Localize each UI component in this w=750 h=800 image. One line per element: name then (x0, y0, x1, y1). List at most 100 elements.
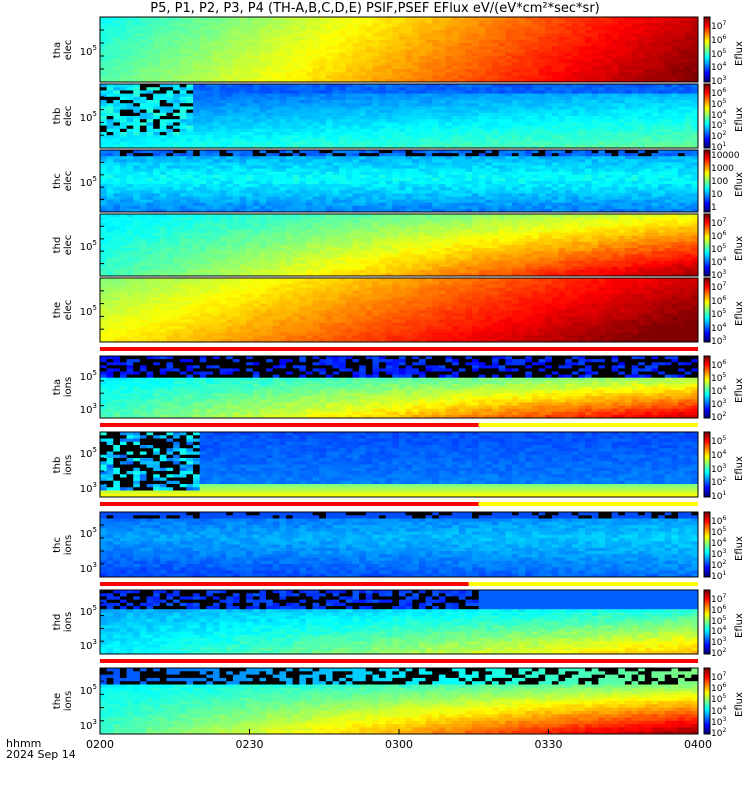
heatmap-cell (432, 46, 440, 50)
heatmap-cell (611, 62, 619, 67)
heatmap-cell (485, 72, 493, 76)
heatmap-cell (505, 205, 513, 210)
heatmap-cell (146, 17, 154, 21)
heatmap-cell (511, 96, 519, 101)
heatmap-cell (199, 199, 207, 204)
heatmap-cell (146, 205, 154, 210)
heatmap-cell (252, 75, 260, 80)
heatmap-cell (139, 128, 147, 133)
heatmap-cell (292, 153, 300, 157)
heatmap-cell (472, 174, 480, 179)
heatmap-cell (405, 122, 413, 126)
heatmap-cell (551, 46, 559, 50)
heatmap-cell (418, 75, 426, 80)
heatmap-cell (100, 196, 108, 200)
heatmap-cell (119, 165, 127, 169)
heatmap-cell (372, 208, 380, 213)
heatmap-cell (286, 119, 294, 123)
heatmap-cell (332, 20, 340, 24)
heatmap-cell (345, 138, 353, 142)
heatmap-cell (445, 30, 453, 34)
heatmap-cell (212, 159, 220, 163)
heatmap-cell (146, 39, 154, 44)
heatmap-cell (153, 30, 161, 34)
heatmap-cell (511, 184, 519, 188)
heatmap-cell (385, 135, 393, 139)
heatmap-cell (518, 144, 526, 149)
heatmap-cell (206, 165, 214, 169)
heatmap-cell (551, 87, 559, 91)
heatmap-cell (492, 125, 500, 130)
heatmap-cell (239, 62, 247, 67)
heatmap-cell (478, 208, 486, 213)
heatmap-cell (312, 122, 320, 126)
heatmap-cell (551, 39, 559, 44)
heatmap-cell (392, 49, 400, 54)
heatmap-cell (365, 153, 373, 157)
heatmap-cell (392, 26, 400, 31)
heatmap-cell (445, 69, 453, 73)
heatmap-cell (498, 138, 506, 142)
heatmap-cell (332, 132, 340, 136)
heatmap-cell (286, 196, 294, 200)
heatmap-cell (113, 168, 121, 173)
heatmap-cell (392, 144, 400, 149)
heatmap-cell (219, 30, 227, 34)
heatmap-cell (292, 36, 300, 41)
heatmap-cell (232, 132, 240, 136)
heatmap-cell (658, 132, 666, 136)
heatmap-cell (332, 171, 340, 176)
heatmap-cell (259, 93, 267, 98)
heatmap-cell (246, 112, 254, 117)
heatmap-cell (365, 103, 373, 107)
heatmap-cell (159, 20, 167, 24)
heatmap-cell (399, 153, 407, 157)
heatmap-cell (545, 119, 553, 123)
heatmap-cell (345, 33, 353, 37)
heatmap-cell (485, 132, 493, 136)
heatmap-cell (212, 174, 220, 179)
heatmap-cell (538, 26, 546, 31)
heatmap-cell (100, 106, 108, 110)
heatmap-cell (339, 187, 347, 191)
heatmap-cell (212, 72, 220, 76)
heatmap-cell (299, 187, 307, 191)
heatmap-cell (246, 193, 254, 197)
heatmap-cell (505, 165, 513, 169)
heatmap-cell (598, 90, 606, 94)
heatmap-cell (505, 78, 513, 83)
heatmap-cell (359, 125, 367, 130)
heatmap-cell (418, 171, 426, 176)
heatmap-cell (644, 122, 652, 126)
heatmap-cell (492, 84, 500, 88)
heatmap-cell (545, 20, 553, 24)
heatmap-cell (299, 165, 307, 169)
heatmap-cell (684, 93, 692, 98)
heatmap-cell (146, 20, 154, 24)
heatmap-cell (272, 23, 280, 28)
heatmap-cell (126, 150, 134, 154)
heatmap-cell (206, 112, 214, 117)
heatmap-cell (339, 87, 347, 91)
heatmap-cell (212, 90, 220, 94)
heatmap-cell (518, 135, 526, 139)
heatmap-cell (226, 59, 234, 63)
colorbar-step (704, 34, 710, 37)
heatmap-cell (246, 93, 254, 98)
heatmap-cell (246, 128, 254, 133)
heatmap-cell (299, 193, 307, 197)
heatmap-cell (505, 141, 513, 146)
heatmap-cell (571, 72, 579, 76)
heatmap-cell (252, 33, 260, 37)
heatmap-cell (372, 30, 380, 34)
heatmap-cell (511, 62, 519, 67)
heatmap-cell (119, 141, 127, 146)
heatmap-cell (239, 96, 247, 101)
heatmap-cell (159, 62, 167, 67)
heatmap-cell (193, 109, 201, 114)
heatmap-cell (133, 65, 141, 70)
heatmap-cell (518, 96, 526, 101)
heatmap-cell (585, 36, 593, 41)
heatmap-cell (199, 56, 207, 60)
heatmap-cell (412, 33, 420, 37)
